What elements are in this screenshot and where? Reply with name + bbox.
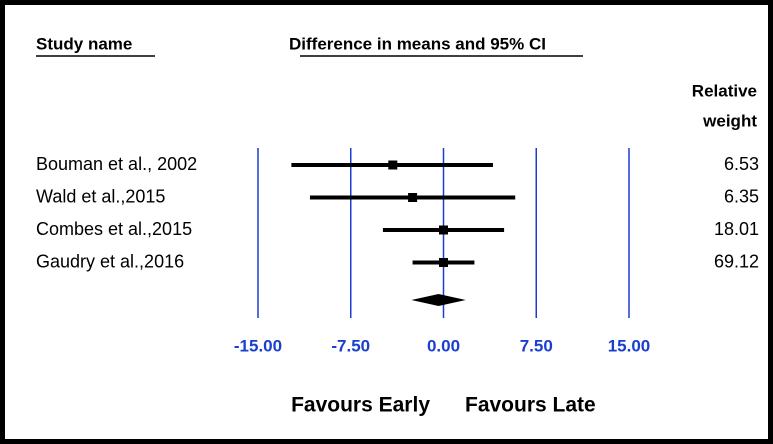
weight-label: 6.53 <box>724 154 759 174</box>
effect-header: Difference in means and 95% CI <box>289 34 546 53</box>
point-estimate <box>408 193 418 202</box>
right-label: Favours Late <box>465 394 596 417</box>
weight-label: 69.12 <box>714 251 759 271</box>
left-label: Favours Early <box>291 394 430 417</box>
study-name: Wald et al.,2015 <box>36 186 165 206</box>
x-tick-label: -15.00 <box>234 336 282 355</box>
study-name: Combes et al.,2015 <box>36 219 192 239</box>
weight-header: Relative <box>692 81 757 100</box>
study-header: Study name <box>36 34 132 53</box>
point-estimate <box>439 258 448 267</box>
weight-label: 6.35 <box>724 186 759 206</box>
weight-label: 18.01 <box>714 219 759 239</box>
point-estimate <box>439 225 448 235</box>
x-tick-label: 15.00 <box>608 336 651 355</box>
x-tick-label: 0.00 <box>427 336 460 355</box>
weight-header: weight <box>702 111 757 130</box>
summary-diamond <box>411 294 466 306</box>
point-estimate <box>388 160 398 170</box>
study-name: Gaudry et al.,2016 <box>36 251 184 271</box>
x-tick-label: 7.50 <box>520 336 553 355</box>
study-name: Bouman et al., 2002 <box>36 154 197 174</box>
x-tick-label: -7.50 <box>331 336 370 355</box>
